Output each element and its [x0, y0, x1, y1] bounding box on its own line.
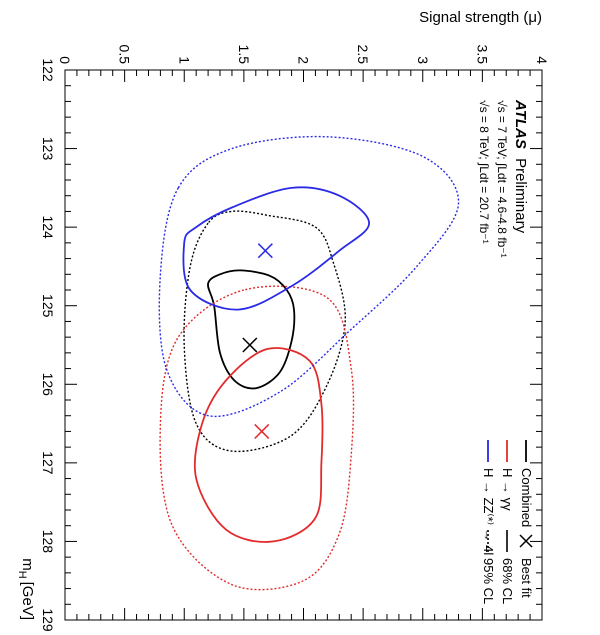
- x-tick-label: 122: [40, 58, 56, 82]
- h-zz-4l-cl95-contour: [158, 135, 460, 418]
- y-tick-label: 1: [176, 56, 192, 64]
- best-fit-markers: [242, 243, 273, 439]
- legend-label: Combined: [519, 468, 534, 527]
- contours: [158, 135, 460, 591]
- legend: Combined H → γγ H → ZZ⁽*⁾ → 4l Best fit 68% …: [481, 440, 534, 604]
- tick-labels: 122 123 124 125 126 127 128 129 0 0.5 1 1.5 2 2.5 3 3.5…: [40, 45, 550, 632]
- y-tick-label: 2: [296, 56, 312, 64]
- x-tick-label: 124: [40, 215, 56, 239]
- combined-best-fit-marker: [242, 337, 258, 353]
- experiment-status: Preliminary: [512, 158, 529, 234]
- legend-label: H → γγ: [500, 468, 515, 511]
- experiment-label: ATLAS Preliminary √s = 7 TeV; ∫Ldt = 4.6…: [477, 99, 529, 258]
- x-tick-label: 123: [40, 137, 56, 161]
- legend-label: H → ZZ⁽*⁾ → 4l: [481, 468, 496, 555]
- y-tick-label: 3: [415, 56, 431, 64]
- h-zz-4l-cl68-contour: [182, 186, 371, 311]
- x-tick-label: 126: [40, 373, 56, 397]
- legend-label: Best fit: [519, 558, 534, 598]
- rotated-plot: 122 123 124 125 126 127 128 129 0 0.5 1 1.5 2 2.5 3 3.5…: [16, 9, 550, 632]
- combined-cl68-contour: [207, 269, 296, 390]
- h-cl68-contour: [193, 347, 324, 543]
- y-tick-label: 0: [57, 56, 73, 64]
- experiment-name: ATLAS: [512, 99, 529, 149]
- legend-label: 95% CL: [481, 558, 496, 604]
- h-best-fit-marker: [254, 423, 270, 439]
- y-tick-label: 1.5: [236, 45, 252, 65]
- x-tick-label: 129: [40, 608, 56, 632]
- axis-ticks: [64, 69, 543, 621]
- h-cl95-contour: [159, 285, 355, 591]
- atlas-label: ATLAS Preliminary: [512, 99, 529, 234]
- y-axis-title: Signal strength (μ): [419, 9, 542, 26]
- x-tick-label: 128: [40, 530, 56, 554]
- x-tick-label: 127: [40, 451, 56, 475]
- h-zz-4l-best-fit-marker: [257, 243, 273, 259]
- y-tick-label: 4: [534, 56, 550, 64]
- y-tick-label: 2.5: [355, 45, 371, 65]
- legend-best-fit-marker: [519, 534, 533, 548]
- lumi-line-8tev: √s = 8 TeV; ∫Ldt = 20.7 fb⁻¹: [477, 100, 491, 244]
- x-tick-label: 125: [40, 294, 56, 318]
- lumi-line-7tev: √s = 7 TeV; ∫Ldt = 4.6-4.8 fb⁻¹: [495, 100, 509, 258]
- x-axis-title: mH[GeV]: [16, 558, 36, 620]
- y-tick-label: 3.5: [474, 45, 490, 65]
- legend-label: 68% CL: [500, 558, 515, 604]
- y-tick-label: 0.5: [117, 45, 133, 65]
- plot-frame: [64, 69, 543, 621]
